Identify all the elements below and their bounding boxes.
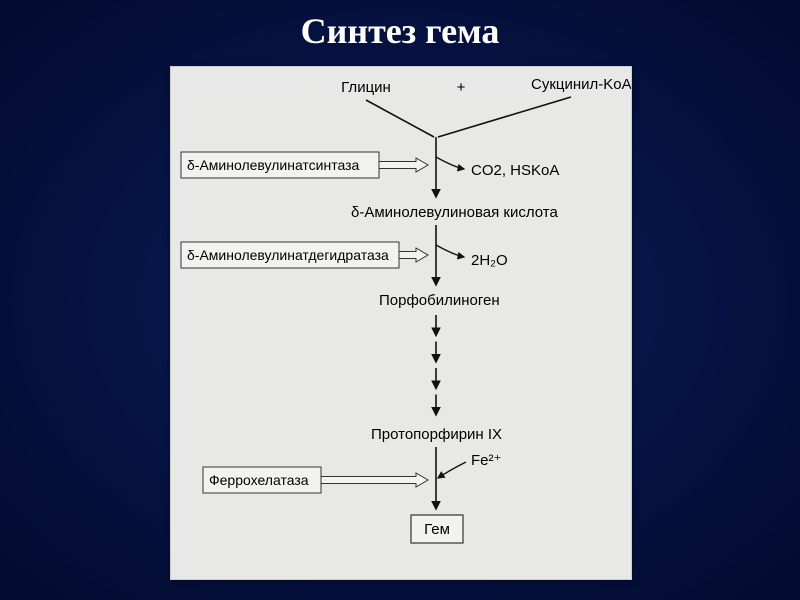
slide-title: Синтез гема	[0, 10, 800, 52]
svg-text:Феррохелатаза: Феррохелатаза	[209, 472, 309, 488]
svg-text:Гем: Гем	[424, 521, 450, 538]
heme-synthesis-diagram: Глицин + Сукцинил-KoA δ-Аминолевулинатсинта…	[170, 66, 632, 580]
diagram-svg: Глицин + Сукцинил-KoA δ-Аминолевулинатсинта…	[171, 67, 631, 579]
svg-text:+: +	[457, 79, 466, 96]
svg-text:Fe²⁺: Fe²⁺	[471, 452, 501, 469]
svg-text:δ-Аминолевулиновая кислота: δ-Аминолевулиновая кислота	[351, 204, 559, 221]
svg-text:Протопорфирин IX: Протопорфирин IX	[371, 426, 502, 443]
svg-text:Порфобилиноген: Порфобилиноген	[379, 292, 500, 309]
svg-text:2H₂O: 2H₂O	[471, 252, 508, 269]
svg-text:CO2, HSKoA: CO2, HSKoA	[471, 162, 559, 179]
svg-text:Глицин: Глицин	[341, 79, 391, 96]
svg-text:δ-Аминолевулинатдегидратаза: δ-Аминолевулинатдегидратаза	[187, 247, 389, 263]
svg-text:Сукцинил-KoA: Сукцинил-KoA	[531, 76, 631, 93]
svg-text:δ-Аминолевулинатсинтаза: δ-Аминолевулинатсинтаза	[187, 157, 360, 173]
